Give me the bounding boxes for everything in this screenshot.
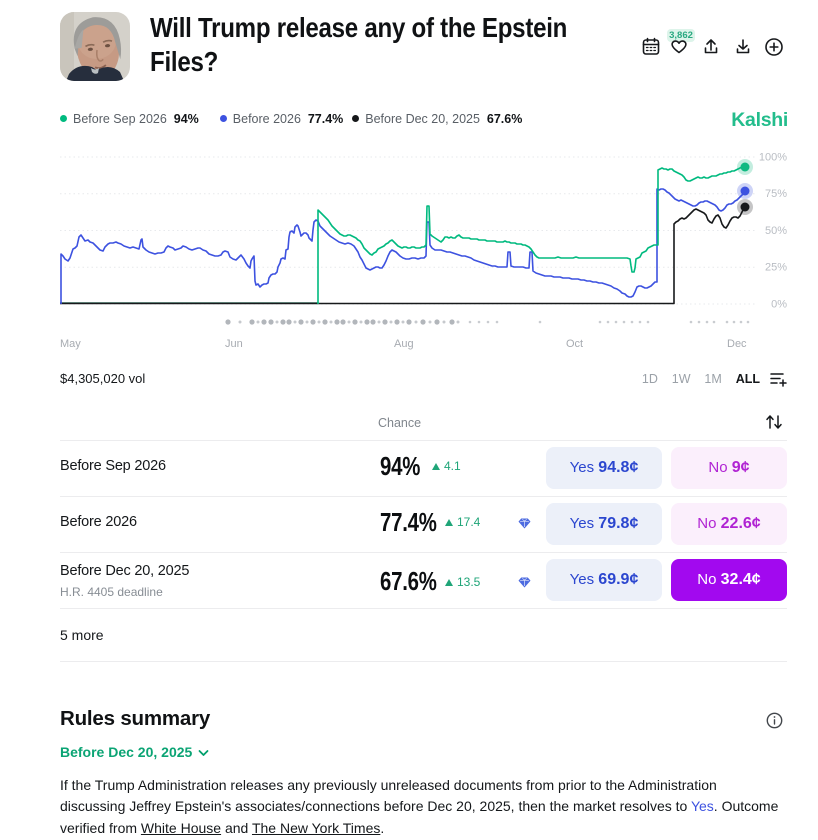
svg-text:50%: 50%	[765, 225, 787, 237]
svg-text:25%: 25%	[765, 262, 787, 274]
svg-text:Jun: Jun	[225, 338, 243, 350]
svg-text:Oct: Oct	[566, 338, 583, 350]
svg-text:75%: 75%	[765, 188, 787, 200]
svg-text:Aug: Aug	[394, 338, 414, 350]
svg-text:May: May	[60, 338, 81, 350]
svg-text:0%: 0%	[771, 299, 787, 311]
svg-text:100%: 100%	[759, 152, 787, 164]
svg-text:Dec: Dec	[727, 338, 747, 350]
